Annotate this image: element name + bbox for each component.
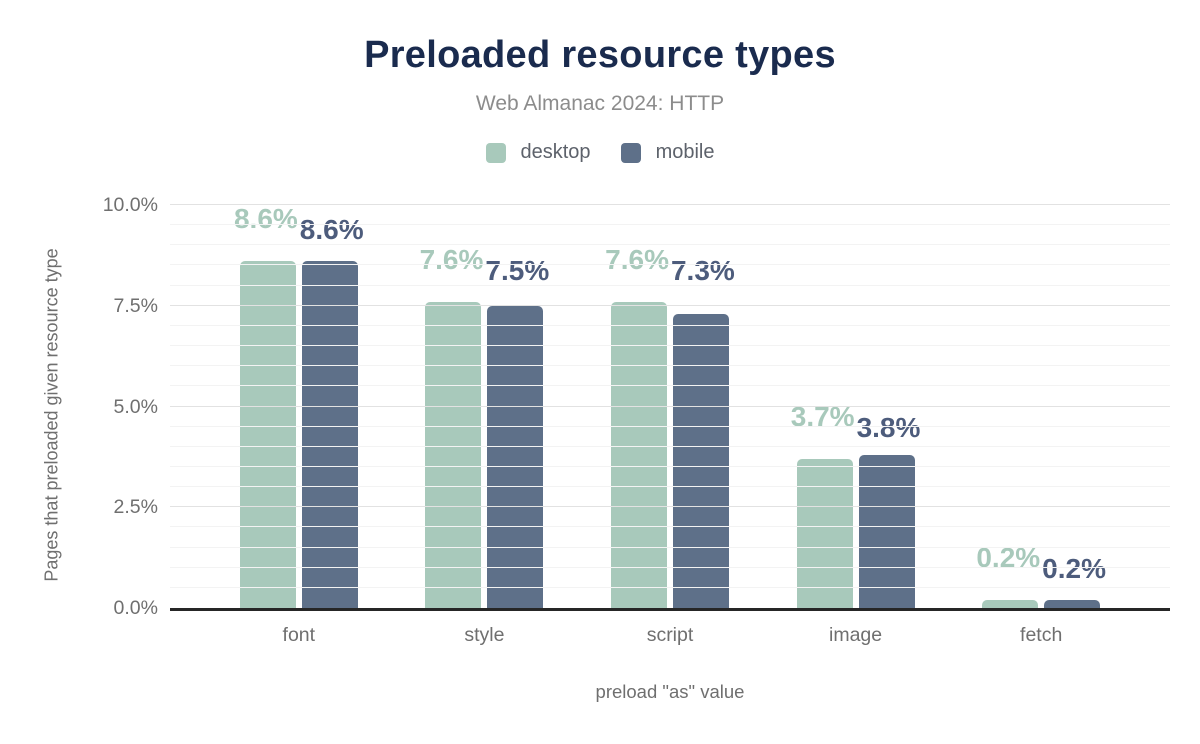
- legend-label: mobile: [655, 141, 715, 163]
- bar-value-label-mobile: 0.2%: [1042, 552, 1106, 584]
- major-gridline: [170, 405, 1170, 407]
- legend-swatch-icon: [485, 142, 506, 163]
- minor-gridline: [170, 345, 1170, 347]
- bar-value-labels: 7.6% 7.3%: [605, 243, 735, 284]
- minor-gridline: [170, 445, 1170, 447]
- legend-swatch-icon: [620, 142, 641, 163]
- minor-gridline: [170, 324, 1170, 326]
- bar-value-label-mobile: 7.5%: [485, 254, 550, 286]
- bar-group-font: 8.6% 8.6% font: [206, 203, 392, 646]
- bar-value-labels: 8.6% 8.6%: [233, 203, 364, 244]
- bar-desktop: [610, 301, 667, 608]
- bar-pair: [982, 599, 1101, 608]
- bar-value-label-desktop: 8.6%: [233, 203, 298, 235]
- minor-gridline: [170, 546, 1170, 548]
- bar-mobile: [1044, 599, 1101, 608]
- bar-mobile: [487, 305, 544, 608]
- x-axis-title: preload "as" value: [595, 681, 745, 702]
- major-gridline: [170, 304, 1170, 306]
- bar-mobile: [858, 454, 915, 608]
- bar-desktop: [239, 261, 296, 608]
- chart-title: Preloaded resource types: [364, 34, 836, 76]
- bar-group-script: 7.6% 7.3% script: [577, 205, 763, 646]
- x-tick-label: font: [282, 624, 316, 646]
- minor-gridline: [170, 526, 1170, 528]
- legend-item-desktop[interactable]: desktop: [485, 141, 591, 164]
- legend-item-mobile[interactable]: mobile: [620, 141, 715, 164]
- bar-group-style: 7.6% 7.5% style: [392, 205, 578, 646]
- y-tick-label: 7.5%: [113, 294, 158, 317]
- legend: desktop mobile: [0, 141, 1200, 164]
- bar-value-label-desktop: 7.6%: [419, 243, 484, 275]
- bar-value-label-desktop: 3.7%: [790, 400, 855, 432]
- bar-pair: [610, 301, 729, 608]
- bar-desktop: [982, 599, 1039, 608]
- minor-gridline: [170, 244, 1170, 246]
- bar-desktop: [425, 301, 482, 608]
- x-tick-label: script: [646, 624, 694, 646]
- bar-value-label-mobile: 8.6%: [299, 214, 364, 246]
- bar-pair: [796, 454, 915, 608]
- bar-desktop: [796, 458, 853, 608]
- minor-gridline: [170, 486, 1170, 488]
- bar-mobile: [672, 313, 729, 608]
- minor-gridline: [170, 385, 1170, 387]
- minor-gridline: [170, 465, 1170, 467]
- bar-value-label-desktop: 0.2%: [976, 541, 1041, 573]
- minor-gridline: [170, 586, 1170, 588]
- major-gridline: [170, 204, 1170, 205]
- y-tick-label: 2.5%: [113, 496, 158, 519]
- bar-value-label-mobile: 3.8%: [856, 411, 921, 443]
- plot-area: 8.6% 8.6% font 7.6% 7.5% style 7.6% 7.3% script 3…: [170, 203, 1170, 646]
- bar-mobile: [301, 261, 358, 608]
- minor-gridline: [170, 566, 1170, 568]
- bar-value-labels: 7.6% 7.5%: [419, 243, 550, 284]
- y-tick-label: 5.0%: [113, 395, 158, 418]
- y-tick-label: 0.0%: [113, 597, 158, 619]
- minor-gridline: [170, 425, 1170, 427]
- minor-gridline: [170, 365, 1170, 367]
- bar-value-labels: 0.2% 0.2%: [976, 541, 1106, 582]
- bar-pair: [239, 261, 358, 608]
- bar-group-image: 3.7% 3.8% image: [763, 205, 949, 646]
- x-tick-label: fetch: [1020, 624, 1063, 646]
- y-tick-label: 10.0%: [102, 194, 158, 216]
- chart-subtitle: Web Almanac 2024: HTTP: [475, 92, 725, 115]
- bar-value-label-desktop: 7.6%: [605, 243, 669, 275]
- bar-pair: [425, 301, 544, 608]
- minor-gridline: [170, 224, 1170, 226]
- x-tick-label: style: [464, 624, 505, 646]
- x-tick-label: image: [829, 624, 883, 646]
- bar-value-label-mobile: 7.3%: [670, 254, 735, 286]
- major-gridline: [170, 506, 1170, 508]
- legend-label: desktop: [520, 141, 591, 163]
- minor-gridline: [170, 264, 1170, 266]
- bar-groups: 8.6% 8.6% font 7.6% 7.5% style 7.6% 7.3% script 3…: [206, 203, 1134, 646]
- bar-value-labels: 3.7% 3.8%: [790, 400, 921, 441]
- minor-gridline: [170, 284, 1170, 286]
